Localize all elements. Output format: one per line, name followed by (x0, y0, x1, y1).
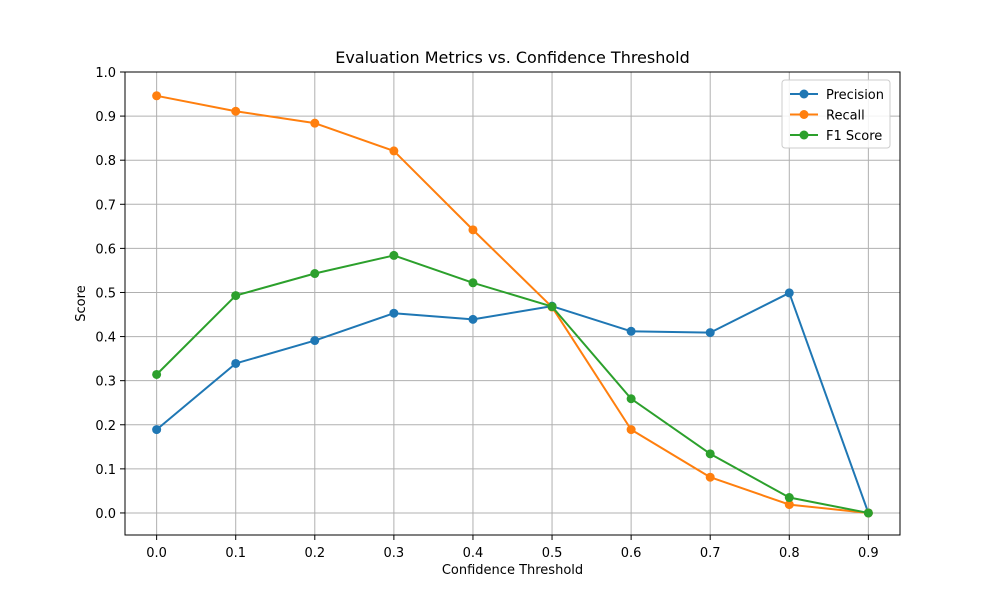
series-line-recall (156, 94, 869, 514)
y-tick-label: 0.2 (95, 419, 116, 434)
y-tick-label: 0.9 (95, 110, 116, 125)
data-point-recall (468, 225, 478, 235)
x-tick-label: 0.7 (700, 546, 721, 561)
y-tick-label: 0.5 (95, 286, 116, 301)
data-point-precision (705, 328, 715, 338)
series-line-precision (155, 291, 870, 514)
data-point-precision (784, 288, 794, 298)
plot-frame (124, 71, 901, 536)
y-tick-label: 0.7 (95, 198, 116, 213)
legend-label: F1 Score (826, 129, 882, 144)
legend-label: Precision (826, 88, 884, 103)
data-point-f1-score (784, 493, 794, 503)
y-tick-label: 0.8 (95, 154, 116, 169)
legend-item-recall: Recall (790, 109, 865, 124)
series-line-f1-score (155, 254, 869, 514)
legend-box (781, 79, 891, 149)
data-point-recall (389, 146, 399, 156)
x-tick-label: 0.9 (858, 546, 879, 561)
x-tick-label: 0.3 (384, 546, 405, 561)
x-tick-label: 0.1 (225, 546, 246, 561)
data-point-f1-score (547, 302, 557, 312)
data-point-recall (152, 91, 162, 101)
legend-item-precision: Precision (790, 88, 884, 103)
y-tick-label: 0.0 (95, 507, 116, 522)
series-layer (152, 91, 873, 518)
data-point-f1-score (705, 449, 715, 459)
data-point-f1-score (468, 278, 478, 288)
y-tick-label: 1.0 (95, 66, 116, 81)
legend: Precision Recall F1 Score (781, 79, 891, 149)
y-tick-label: 0.4 (95, 331, 116, 346)
legend-swatch-marker (799, 89, 809, 99)
x-tick-label: 0.0 (146, 546, 167, 561)
x-tick-label: 0.8 (779, 546, 800, 561)
legend-swatch-marker (799, 110, 809, 119)
data-point-recall (626, 425, 636, 435)
y-tick-label: 0.6 (95, 242, 116, 257)
data-point-precision (152, 425, 162, 435)
series-f1-score (152, 250, 873, 518)
data-point-f1-score (231, 291, 241, 301)
data-point-recall (310, 118, 320, 128)
series-recall (152, 91, 873, 518)
data-point-precision (389, 308, 399, 318)
x-axis-label: Confidence Threshold (442, 563, 583, 578)
data-point-f1-score (152, 369, 162, 379)
data-point-recall (784, 500, 794, 510)
data-point-precision (231, 358, 241, 368)
x-tick-label: 0.5 (542, 546, 563, 561)
legend-label: Recall (826, 109, 865, 124)
x-tick-label: 0.6 (621, 546, 642, 561)
data-point-f1-score (310, 269, 320, 279)
x-tick-label: 0.4 (463, 546, 484, 561)
data-point-recall (705, 472, 715, 482)
grid-lines (125, 71, 900, 535)
data-point-recall (231, 106, 241, 116)
chart-title: Evaluation Metrics vs. Confidence Thresh… (335, 48, 690, 67)
legend-swatch-marker (799, 130, 809, 140)
data-point-precision (468, 314, 478, 324)
data-point-f1-score (626, 394, 636, 404)
legend-item-f1-score: F1 Score (790, 129, 882, 144)
y-tick-label: 0.3 (95, 375, 116, 390)
data-point-f1-score (863, 508, 873, 518)
x-tick-label: 0.2 (304, 546, 325, 561)
data-point-precision (310, 336, 320, 346)
y-axis-label: Score (74, 285, 89, 321)
data-point-f1-score (389, 250, 399, 260)
axis-ticks: 0.0 0.1 0.2 0.3 0.4 0.5 0.6 0.7 0.8 0.9 0.0 0.1 0.2 0… (95, 66, 878, 561)
data-point-precision (626, 326, 636, 336)
y-tick-label: 0.1 (95, 463, 116, 478)
